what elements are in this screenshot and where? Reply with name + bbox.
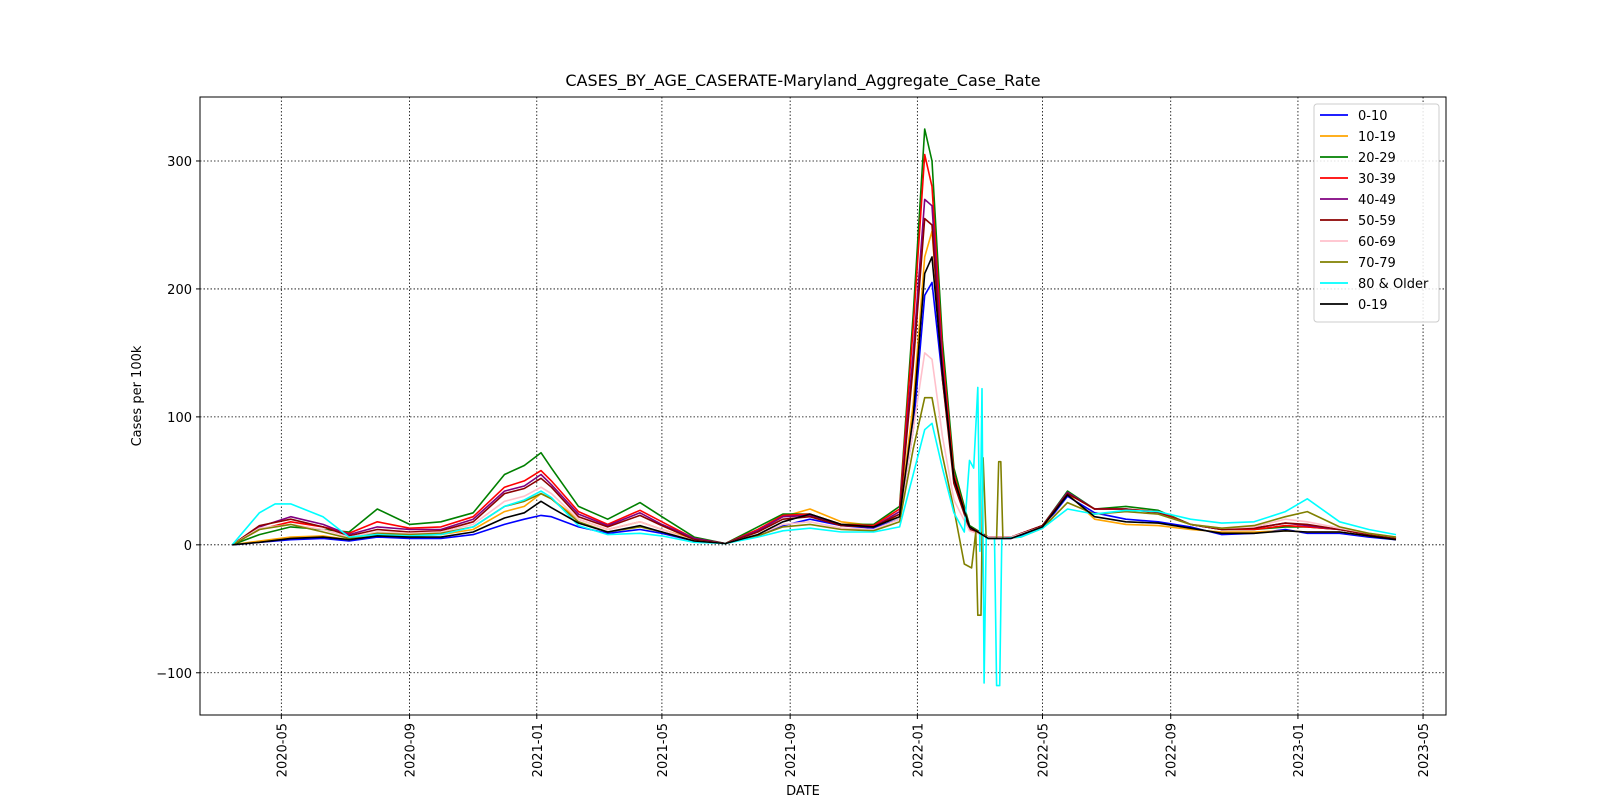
legend-entry: 50-59 <box>1358 214 1396 229</box>
x-tick-label: 2020-05 <box>275 723 290 777</box>
y-tick-label: 200 <box>167 283 192 298</box>
x-tick-label: 2022-09 <box>1165 723 1180 777</box>
grid <box>200 97 1446 715</box>
y-tick-label: 300 <box>167 155 192 170</box>
legend-entry: 0-19 <box>1358 298 1388 313</box>
series-line-5 <box>231 217 1397 546</box>
series-line-1 <box>232 230 1397 546</box>
series-line-2 <box>232 128 1397 546</box>
chart-title: CASES_BY_AGE_CASERATE-Maryland_Aggregate… <box>565 71 1040 91</box>
legend-entry: 20-29 <box>1358 151 1396 166</box>
legend-entry: 80 & Older <box>1358 277 1429 292</box>
legend: 0-10 10-19 20-29 30-39 40-49 50-59 60-69 70-79 8… <box>1313 103 1440 323</box>
series-line-4 <box>231 198 1397 546</box>
legend-entry: 30-39 <box>1358 172 1396 187</box>
x-tick-label: 2023-05 <box>1417 723 1432 777</box>
x-tick-label: 2021-09 <box>784 723 799 777</box>
legend-entry: 40-49 <box>1358 193 1396 208</box>
x-tick-label: 2021-01 <box>531 723 546 777</box>
series-line-0 <box>232 281 1397 546</box>
series-line-3 <box>231 153 1397 546</box>
legend-entry: 60-69 <box>1358 235 1396 250</box>
x-tick-label: 2022-05 <box>1036 723 1051 777</box>
legend-box <box>1313 103 1440 323</box>
y-tick-label: 0 <box>184 539 192 554</box>
x-tick-label: 2023-01 <box>1292 723 1307 777</box>
axis-ticks: 2020-05 2020-09 2021-01 2021-05 2021-09 2022-… <box>156 155 1432 777</box>
legend-entry: 70-79 <box>1358 256 1396 271</box>
x-tick-label: 2022-01 <box>911 723 926 777</box>
legend-entry: 10-19 <box>1358 130 1396 145</box>
y-axis-label: Cases per 100k <box>130 345 145 446</box>
legend-entry: 0-10 <box>1358 109 1388 124</box>
x-tick-label: 2020-09 <box>404 723 419 777</box>
plot-frame <box>199 96 1447 716</box>
y-tick-label: −100 <box>156 667 192 682</box>
series-line-8 <box>231 386 1397 687</box>
x-tick-label: 2021-05 <box>656 723 671 777</box>
series-line-7 <box>231 396 1397 616</box>
series-lines <box>231 128 1397 687</box>
series-line-9 <box>232 256 1397 546</box>
y-tick-label: 100 <box>167 411 192 426</box>
x-axis-label: DATE <box>786 784 820 799</box>
